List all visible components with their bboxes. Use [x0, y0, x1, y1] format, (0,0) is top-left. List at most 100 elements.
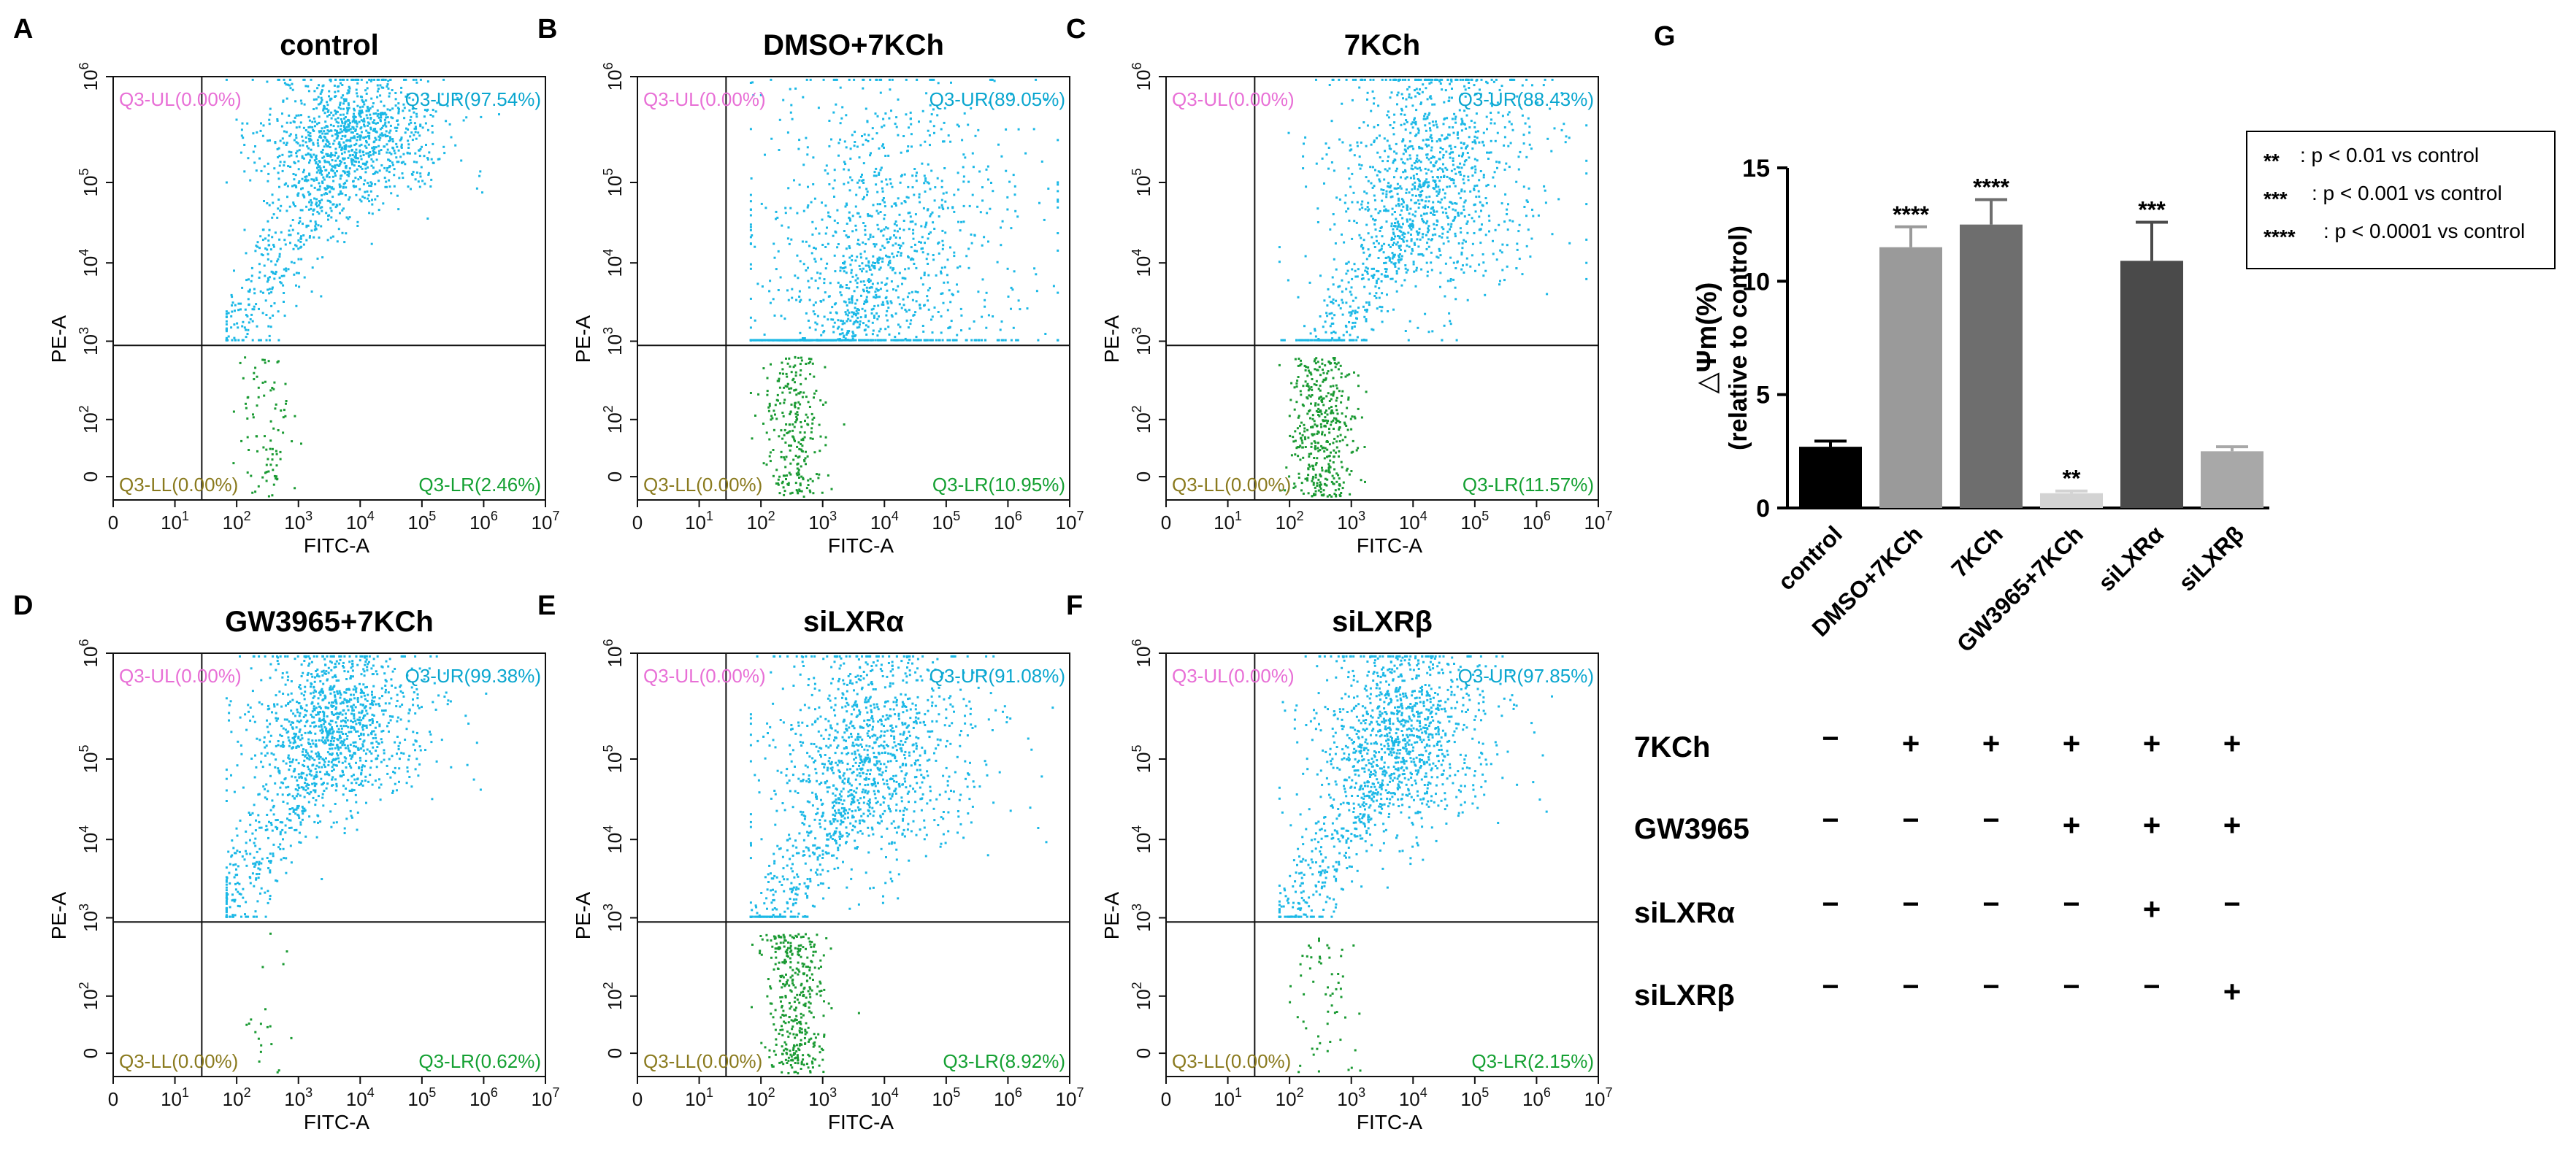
- scatter-point-upper: [926, 339, 929, 342]
- scatter-point-upper: [886, 255, 889, 258]
- scatter-point-lower: [1299, 444, 1302, 447]
- scatter-point-upper: [899, 339, 902, 342]
- scatter-point-upper: [843, 300, 846, 303]
- scatter-point-upper: [1404, 145, 1407, 147]
- scatter-point-upper: [843, 270, 846, 273]
- scatter-point-upper: [770, 78, 773, 81]
- scatter-point-lower: [1340, 372, 1343, 375]
- scatter-point-upper: [798, 139, 801, 142]
- scatter-point-upper: [276, 119, 279, 122]
- scatter-point-upper: [1317, 338, 1320, 340]
- scatter-point-upper: [285, 182, 288, 185]
- scatter-point-lower: [1335, 363, 1338, 366]
- scatter-point-upper: [871, 127, 874, 130]
- scatter-point-upper: [269, 113, 272, 116]
- scatter-point-lower: [1330, 451, 1332, 454]
- scatter-point-upper: [1414, 243, 1417, 246]
- scatter-point-upper: [1527, 187, 1530, 190]
- scatter-point-upper: [309, 153, 312, 156]
- scatter-point-upper: [1473, 185, 1476, 188]
- scatter-point-upper: [348, 196, 351, 199]
- scatter-point-lower: [794, 412, 797, 415]
- scatter-point-upper: [321, 199, 323, 201]
- scatter-point-upper: [1015, 339, 1018, 342]
- scatter-point-upper: [1450, 147, 1453, 150]
- scatter-point-upper: [1417, 188, 1419, 190]
- y-tick-label: 106: [77, 63, 101, 91]
- scatter-point-lower: [1319, 409, 1322, 412]
- scatter-point-upper: [987, 240, 989, 243]
- scatter-point-lower: [244, 356, 247, 359]
- scatter-point-upper: [797, 147, 800, 150]
- scatter-point-upper: [1319, 339, 1322, 342]
- scatter-point-upper: [920, 277, 923, 280]
- scatter-point-upper: [1456, 78, 1459, 81]
- scatter-point-upper: [1443, 138, 1446, 141]
- scatter-point-lower: [246, 436, 249, 439]
- scatter-point-lower: [817, 477, 820, 480]
- scatter-point-lower: [827, 474, 829, 477]
- scatter-point-upper: [908, 228, 911, 231]
- scatter-point-upper: [297, 168, 300, 171]
- scatter-point-upper: [1442, 123, 1445, 126]
- scatter-point-upper: [291, 228, 294, 231]
- scatter-point-upper: [1351, 99, 1354, 101]
- scatter-point-upper: [1373, 295, 1376, 297]
- scatter-point-upper: [1526, 201, 1529, 203]
- scatter-point-upper: [233, 269, 235, 272]
- scatter-point-upper: [1426, 274, 1429, 277]
- scatter-point-upper: [928, 287, 931, 290]
- scatter-point-upper: [1476, 130, 1479, 133]
- scatter-point-upper: [318, 84, 320, 87]
- scatter-point-upper: [266, 280, 269, 283]
- scatter-point-lower: [791, 429, 794, 432]
- scatter-point-upper: [881, 260, 884, 263]
- scatter-point-upper: [1454, 185, 1457, 188]
- scatter-point-lower: [1318, 366, 1321, 369]
- scatter-point-upper: [285, 121, 288, 124]
- scatter-point-upper: [1390, 261, 1393, 263]
- scatter-point-upper: [385, 125, 388, 128]
- scatter-point-lower: [1303, 423, 1306, 426]
- scatter-point-upper: [285, 144, 288, 146]
- scatter-point-lower: [256, 450, 258, 453]
- scatter-point-upper: [397, 102, 400, 105]
- scatter-point-upper: [1482, 131, 1485, 134]
- scatter-point-upper: [348, 150, 350, 153]
- scatter-point-upper: [1047, 188, 1050, 190]
- scatter-point-upper: [343, 100, 346, 103]
- scatter-point-upper: [816, 323, 819, 326]
- scatter-point-upper: [1403, 113, 1406, 116]
- scatter-point-lower: [272, 388, 275, 390]
- scatter-point-lower: [1350, 451, 1353, 454]
- scatter-point-upper: [1408, 212, 1411, 215]
- scatter-point-upper: [304, 175, 307, 178]
- scatter-point-upper: [375, 112, 377, 115]
- scatter-point-upper: [806, 153, 809, 156]
- scatter-point-lower: [783, 458, 786, 461]
- scatter-point-upper: [963, 112, 966, 115]
- scatter-point-upper: [808, 299, 811, 301]
- scatter-point-lower: [1329, 385, 1332, 388]
- scatter-point-lower: [799, 482, 802, 485]
- scatter-point-upper: [283, 78, 285, 81]
- scatter-point-upper: [1314, 328, 1316, 331]
- scatter-point-upper: [877, 212, 880, 215]
- scatter-point-upper: [889, 178, 892, 181]
- scatter-point-upper: [423, 115, 426, 118]
- scatter-point-upper: [1346, 331, 1348, 334]
- scatter-point-upper: [1464, 95, 1467, 98]
- scatter-point-upper: [1366, 308, 1368, 311]
- scatter-point-lower: [772, 474, 775, 477]
- scatter-point-upper: [308, 201, 311, 204]
- scatter-point-upper: [918, 120, 920, 123]
- scatter-point-upper: [278, 164, 281, 167]
- scatter-point-upper: [289, 224, 292, 227]
- scatter-point-upper: [292, 203, 295, 206]
- scatter-point-upper: [283, 239, 286, 242]
- quadrant-label-ul: Q3-UL(0.00%): [119, 88, 242, 110]
- scatter-point-upper: [321, 206, 323, 209]
- scatter-point-upper: [1452, 126, 1454, 128]
- scatter-point-upper: [981, 186, 984, 189]
- scatter-point-upper: [298, 126, 301, 128]
